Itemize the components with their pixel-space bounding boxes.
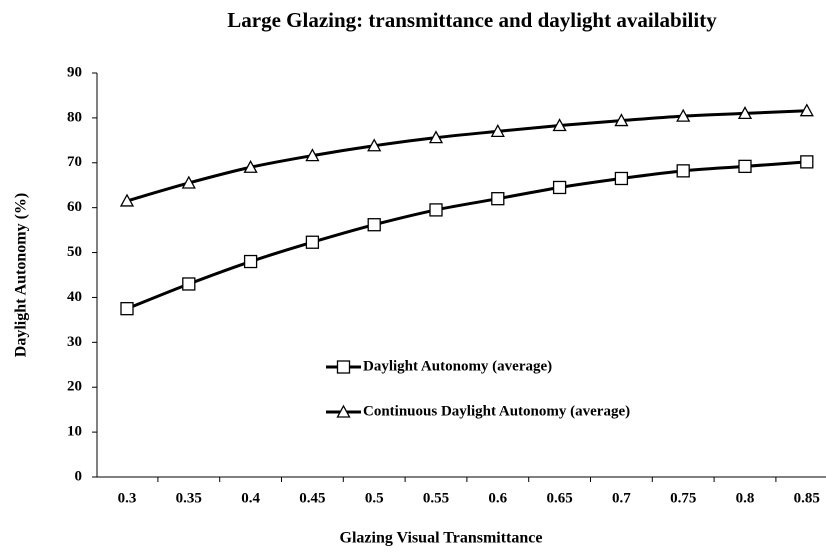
data-point <box>119 193 135 207</box>
data-point <box>120 302 134 316</box>
y-tick-label: 0 <box>75 468 83 484</box>
data-point <box>552 118 567 132</box>
y-tick-label: 70 <box>67 154 82 170</box>
x-tick-label: 0.75 <box>670 490 696 506</box>
data-point <box>490 123 505 138</box>
legend-marker <box>336 360 351 374</box>
data-point <box>305 148 320 162</box>
data-point <box>799 103 814 117</box>
x-axis-label: Glazing Visual Transmittance <box>340 530 543 547</box>
data-point <box>305 235 320 249</box>
legend-marker <box>336 404 351 418</box>
x-tick-label: 0.5 <box>365 490 384 506</box>
series-line <box>126 109 807 203</box>
data-point <box>182 277 196 291</box>
x-tick-label: 0.4 <box>241 490 260 506</box>
x-tick-label: 0.35 <box>176 490 202 506</box>
x-tick-label: 0.3 <box>118 490 137 506</box>
data-point <box>367 138 382 152</box>
y-tick-label: 50 <box>67 244 82 260</box>
data-point <box>243 159 258 173</box>
x-tick-label: 0.45 <box>299 490 325 506</box>
x-tick-label: 0.8 <box>736 490 755 506</box>
data-point <box>243 254 258 269</box>
data-point <box>491 192 505 206</box>
y-tick-label: 10 <box>67 424 82 440</box>
data-point <box>738 159 752 174</box>
series-line <box>126 160 807 311</box>
data-point <box>429 203 443 217</box>
legend-label: Daylight Autonomy (average) <box>363 358 552 374</box>
data-point <box>737 106 753 120</box>
y-tick-label: 90 <box>67 64 82 80</box>
x-tick-label: 0.65 <box>546 490 572 506</box>
x-tick-label: 0.7 <box>612 490 631 506</box>
data-point <box>552 180 567 195</box>
data-point <box>181 175 196 189</box>
data-point <box>676 164 690 178</box>
data-point <box>800 155 814 169</box>
data-point <box>428 130 444 144</box>
legend-label: Continuous Daylight Autonomy (average) <box>363 403 630 419</box>
y-axis-label: Daylight Autonomy (%) <box>13 193 30 357</box>
data-point <box>676 108 691 122</box>
chart-title: Large Glazing: transmittance and dayligh… <box>227 8 717 32</box>
x-tick-label: 0.55 <box>423 490 449 506</box>
x-tick-label: 0.85 <box>794 490 820 506</box>
x-tick-label: 0.6 <box>488 490 507 506</box>
y-tick-label: 30 <box>67 334 82 350</box>
data-point <box>614 171 629 186</box>
y-tick-label: 20 <box>67 379 82 395</box>
data-point <box>367 218 381 232</box>
y-tick-label: 40 <box>67 289 82 305</box>
y-tick-label: 80 <box>67 109 82 125</box>
y-tick-label: 60 <box>67 199 82 215</box>
data-point <box>614 113 629 127</box>
